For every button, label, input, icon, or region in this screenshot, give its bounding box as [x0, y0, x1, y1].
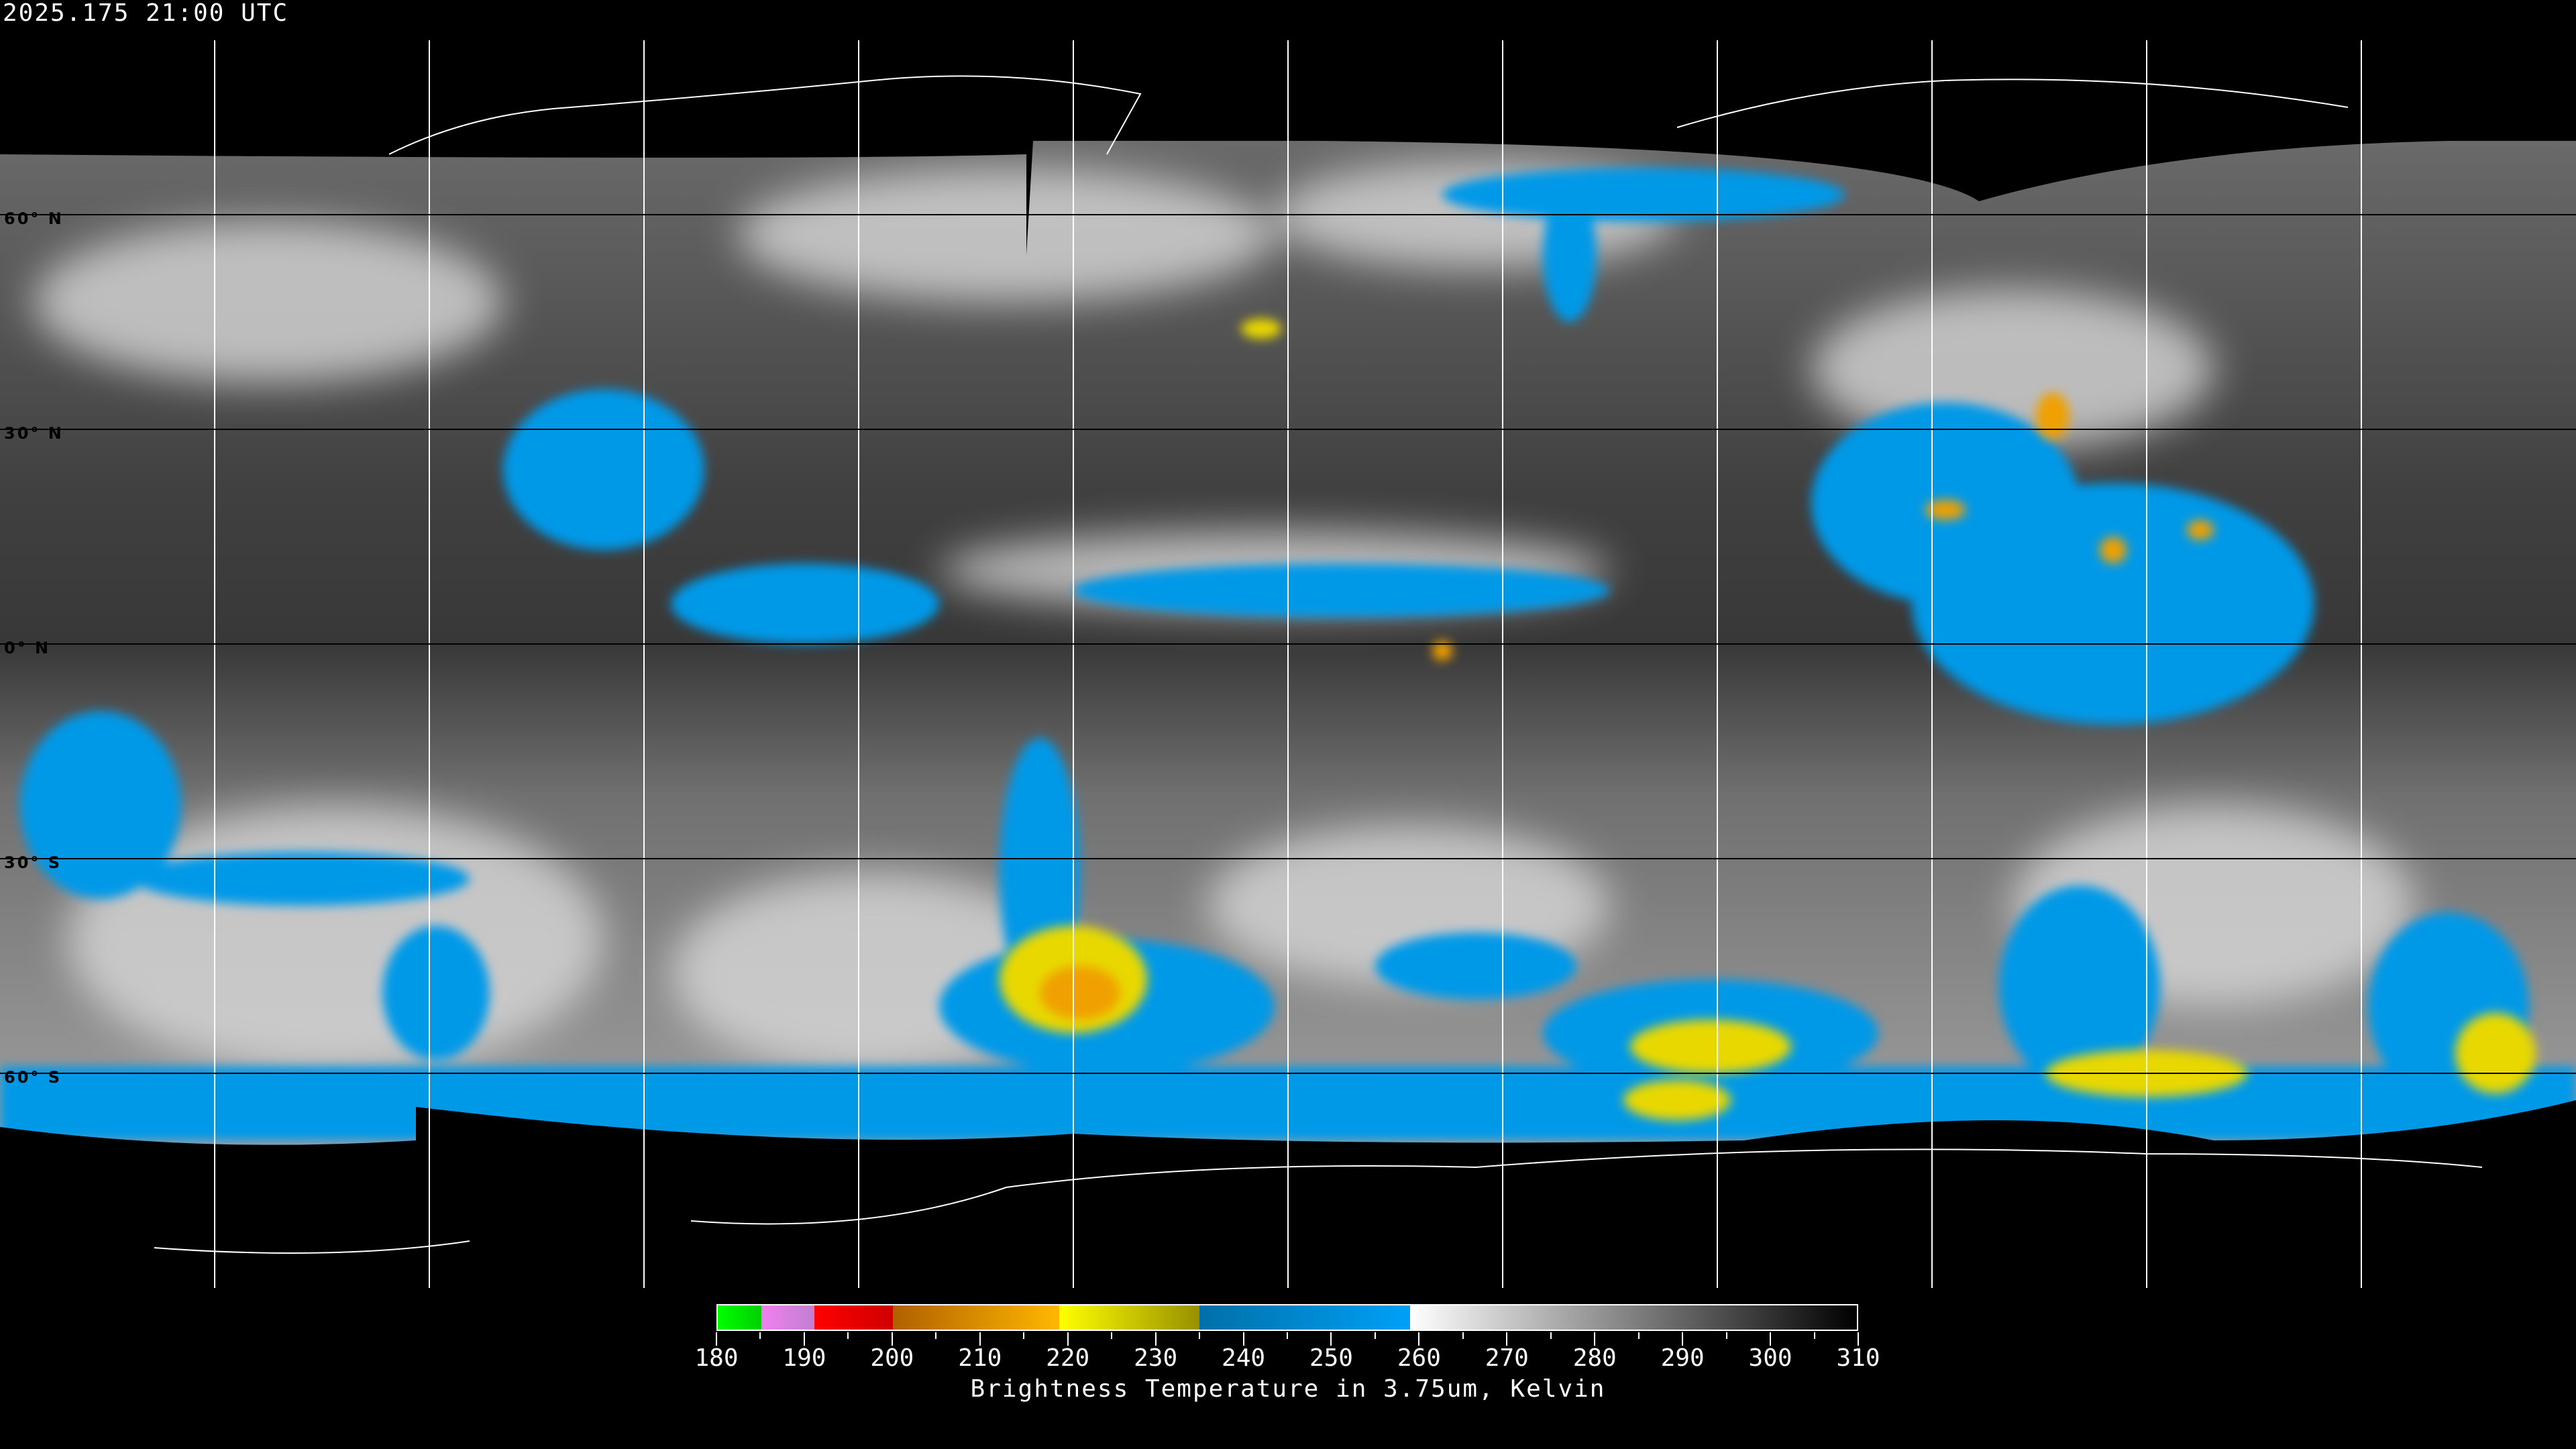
lat-label-60n: 60° N [4, 209, 64, 228]
colorbar-tick [759, 1332, 761, 1339]
lat-label-60s: 60° S [4, 1068, 62, 1087]
lat-label-0: 0° N [4, 639, 51, 657]
colorbar-tick [803, 1332, 805, 1346]
colorbar-tick [1638, 1332, 1640, 1339]
colorbar-tick-label: 310 [1836, 1344, 1880, 1372]
graticule [0, 40, 2576, 1288]
colorbar-tick-label: 210 [958, 1344, 1002, 1372]
colorbar-tick [1111, 1332, 1113, 1339]
colorbar-tick [1067, 1332, 1069, 1346]
colorbar-segment [1059, 1305, 1200, 1330]
colorbar-tick [935, 1332, 937, 1339]
satellite-brightness-temperature-map [0, 40, 2576, 1288]
colorbar-tick [1506, 1332, 1508, 1346]
colorbar-segment [893, 1305, 1060, 1330]
colorbar-tick [1242, 1332, 1244, 1346]
colorbar-segment [814, 1305, 894, 1330]
colorbar-tick [716, 1332, 717, 1346]
lat-label-30n: 30° N [4, 424, 64, 443]
colorbar [716, 1304, 1858, 1331]
colorbar-tick [847, 1332, 849, 1339]
colorbar-tick-label: 300 [1748, 1344, 1792, 1372]
colorbar-tick [1594, 1332, 1596, 1346]
colorbar-tick [891, 1332, 893, 1346]
colorbar-tick-label: 290 [1660, 1344, 1705, 1372]
colorbar-tick [1418, 1332, 1420, 1346]
colorbar-tick [1682, 1332, 1684, 1346]
deep-convection [1040, 392, 2214, 1020]
colorbar-tick [1330, 1332, 1332, 1346]
coastlines [154, 75, 2483, 1254]
colorbar-tick [1462, 1332, 1464, 1339]
colorbar-tick [1023, 1332, 1025, 1339]
colorbar-tick [1813, 1332, 1815, 1339]
colorbar-tick-label: 190 [782, 1344, 826, 1372]
colorbar-tick [1725, 1332, 1727, 1339]
colorbar-tick [1155, 1332, 1157, 1346]
colorbar-ticks [716, 1332, 1859, 1346]
colorbar-segment [1199, 1305, 1410, 1330]
colorbar-tick-label: 250 [1309, 1344, 1353, 1372]
colorbar-caption: Brightness Temperature in 3.75um, Kelvin [970, 1375, 1606, 1403]
colorbar-tick [979, 1332, 981, 1346]
colorbar-tick-label: 270 [1485, 1344, 1529, 1372]
colorbar-tick-label: 200 [870, 1344, 914, 1372]
colorbar-tick-label: 230 [1134, 1344, 1178, 1372]
timestamp: 2025.175 21:00 UTC [3, 0, 289, 27]
colorbar-tick [1770, 1332, 1772, 1346]
colorbar-tick [1550, 1332, 1552, 1339]
colorbar-tick-label: 180 [694, 1344, 739, 1372]
lat-label-30s: 30° S [4, 853, 62, 872]
colorbar-segment [761, 1305, 814, 1330]
colorbar-tick [1199, 1332, 1201, 1339]
colorbar-segment [1409, 1305, 1857, 1330]
colorbar-tick-label: 240 [1222, 1344, 1266, 1372]
colorbar-segment [718, 1305, 762, 1330]
colorbar-tick [1858, 1332, 1859, 1346]
colorbar-tick-label: 260 [1397, 1344, 1441, 1372]
colorbar-tick-label: 280 [1572, 1344, 1617, 1372]
colorbar-tick-label: 220 [1046, 1344, 1090, 1372]
colorbar-tick [1287, 1332, 1288, 1339]
colorbar-tick [1374, 1332, 1376, 1339]
